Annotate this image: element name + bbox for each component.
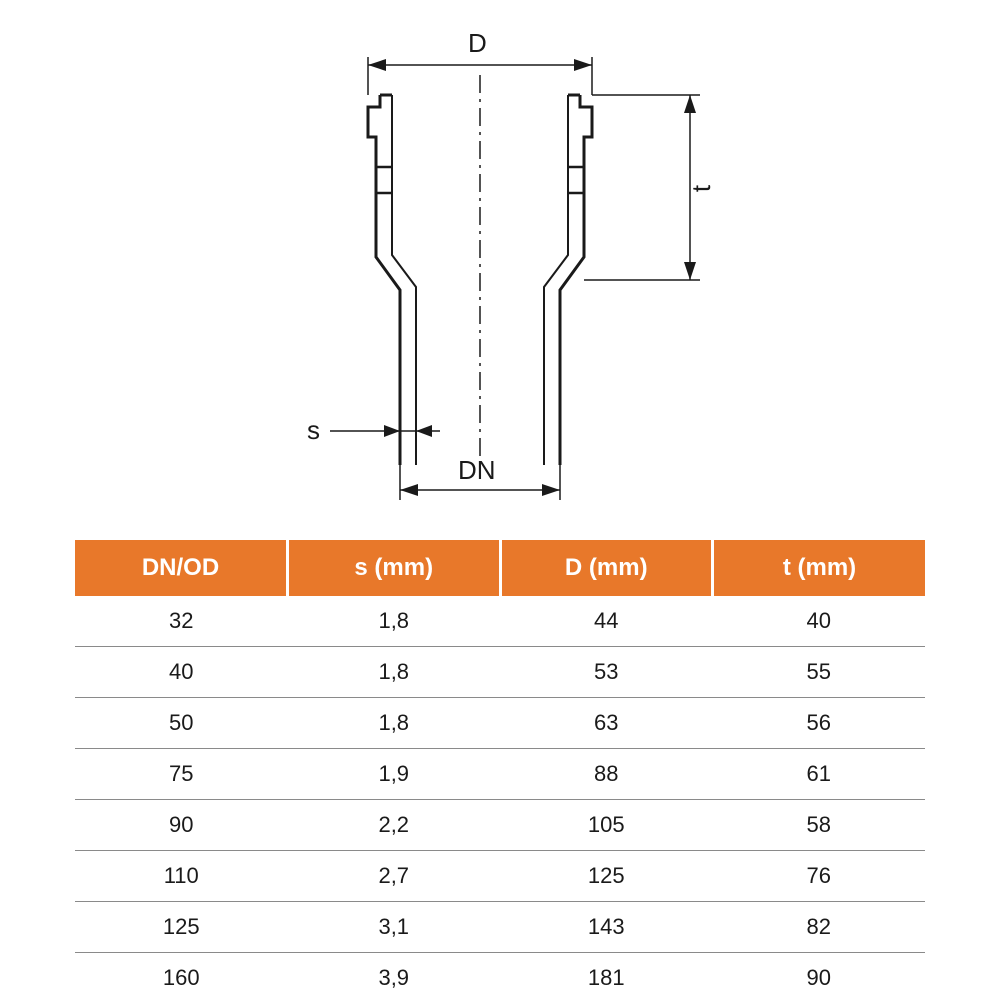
table-cell: 58 bbox=[713, 800, 926, 851]
table-row: 1253,114382 bbox=[75, 902, 925, 953]
table-cell: 125 bbox=[75, 902, 288, 953]
table-header-cell: t (mm) bbox=[713, 540, 926, 596]
table-cell: 1,8 bbox=[288, 647, 501, 698]
dim-label-dn: DN bbox=[458, 455, 496, 486]
table-row: 401,85355 bbox=[75, 647, 925, 698]
table-row: 1102,712576 bbox=[75, 851, 925, 902]
table-cell: 3,1 bbox=[288, 902, 501, 953]
table-cell: 90 bbox=[75, 800, 288, 851]
table-row: 902,210558 bbox=[75, 800, 925, 851]
table-cell: 61 bbox=[713, 749, 926, 800]
table-cell: 75 bbox=[75, 749, 288, 800]
table-cell: 90 bbox=[713, 953, 926, 1003]
table-cell: 2,2 bbox=[288, 800, 501, 851]
table-body: 321,84440401,85355501,86356751,98861902,… bbox=[75, 596, 925, 1003]
table-cell: 82 bbox=[713, 902, 926, 953]
table-cell: 2,7 bbox=[288, 851, 501, 902]
dimensions-table-wrap: DN/ODs (mm)D (mm)t (mm) 321,84440401,853… bbox=[75, 540, 925, 1003]
table-header-cell: s (mm) bbox=[288, 540, 501, 596]
dim-label-t: t bbox=[686, 185, 717, 192]
table-cell: 40 bbox=[713, 596, 926, 647]
dim-label-s: s bbox=[307, 415, 320, 446]
table-cell: 1,9 bbox=[288, 749, 501, 800]
table-header-cell: D (mm) bbox=[500, 540, 713, 596]
table-cell: 88 bbox=[500, 749, 713, 800]
table-cell: 53 bbox=[500, 647, 713, 698]
table-cell: 76 bbox=[713, 851, 926, 902]
table-cell: 125 bbox=[500, 851, 713, 902]
table-cell: 3,9 bbox=[288, 953, 501, 1003]
table-cell: 50 bbox=[75, 698, 288, 749]
table-cell: 1,8 bbox=[288, 596, 501, 647]
table-cell: 143 bbox=[500, 902, 713, 953]
page-container: D t s DN DN/ODs (mm)D (mm)t (mm) 321,844… bbox=[0, 0, 1000, 1000]
dimensions-table: DN/ODs (mm)D (mm)t (mm) 321,84440401,853… bbox=[75, 540, 925, 1003]
table-row: 1603,918190 bbox=[75, 953, 925, 1003]
pipe-diagram-svg bbox=[200, 35, 800, 505]
table-cell: 44 bbox=[500, 596, 713, 647]
table-header-cell: DN/OD bbox=[75, 540, 288, 596]
table-row: 321,84440 bbox=[75, 596, 925, 647]
pipe-diagram: D t s DN bbox=[200, 35, 800, 505]
table-cell: 181 bbox=[500, 953, 713, 1003]
table-row: 751,98861 bbox=[75, 749, 925, 800]
table-cell: 160 bbox=[75, 953, 288, 1003]
table-cell: 110 bbox=[75, 851, 288, 902]
table-row: 501,86356 bbox=[75, 698, 925, 749]
table-header: DN/ODs (mm)D (mm)t (mm) bbox=[75, 540, 925, 596]
table-cell: 55 bbox=[713, 647, 926, 698]
table-cell: 56 bbox=[713, 698, 926, 749]
table-cell: 105 bbox=[500, 800, 713, 851]
table-cell: 32 bbox=[75, 596, 288, 647]
table-cell: 1,8 bbox=[288, 698, 501, 749]
dim-label-d: D bbox=[468, 28, 487, 59]
table-cell: 40 bbox=[75, 647, 288, 698]
table-cell: 63 bbox=[500, 698, 713, 749]
